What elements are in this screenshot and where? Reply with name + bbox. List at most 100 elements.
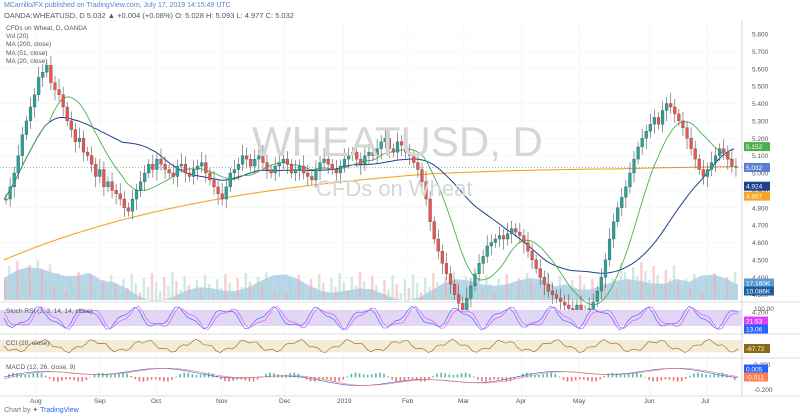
macd-histogram-bar: [587, 377, 589, 381]
candle-body: [232, 169, 236, 174]
candle-body: [281, 158, 285, 163]
volume-bar: [207, 284, 211, 300]
macd-histogram-bar: [236, 377, 239, 380]
volume-bar: [493, 293, 496, 300]
ma20-legend[interactable]: MA (20, close): [6, 57, 48, 65]
price-badge-label: 4.924: [746, 184, 763, 191]
macd-histogram-bar: [163, 377, 165, 382]
volume-bar: [705, 278, 708, 300]
volume-bar: [154, 282, 158, 300]
volume-bar: [725, 277, 729, 300]
volume-bar: [538, 277, 541, 300]
candle-body: [134, 190, 139, 200]
macd-tick-label: -0.200: [754, 387, 773, 394]
volume-bar: [419, 292, 423, 300]
macd-histogram-bar: [424, 377, 426, 382]
candle-body: [293, 169, 298, 174]
volume-bar: [603, 283, 606, 300]
macd-histogram-bar: [538, 374, 540, 378]
price-tick-label: 4.300: [752, 292, 769, 299]
candle-body: [400, 141, 404, 146]
price-tick-label: 5.300: [752, 118, 769, 125]
candle-body: [514, 228, 518, 233]
volume-bar: [513, 292, 517, 300]
price-tick-label: 4.900: [752, 188, 769, 195]
macd-histogram-bar: [97, 372, 100, 378]
volume-bar: [383, 280, 386, 300]
ma51-legend[interactable]: MA (51, close): [6, 49, 48, 57]
volume-bar: [293, 289, 296, 300]
candle-body: [224, 186, 228, 200]
candle-body: [130, 198, 135, 212]
candle-body: [550, 290, 555, 295]
volume-bar: [4, 280, 7, 300]
symbol-legend[interactable]: CFDs on Wheat, D, OANDA: [6, 25, 88, 32]
volume-bar: [501, 288, 504, 300]
vol-legend[interactable]: Vol (20): [6, 33, 29, 41]
candle-body: [310, 176, 314, 181]
macd-histogram-bar: [89, 376, 92, 378]
macd-histogram-bar: [599, 377, 601, 380]
candle-body: [722, 148, 726, 153]
volume-bar: [407, 288, 411, 300]
macd-histogram-bar: [122, 372, 124, 378]
macd-histogram-bar: [114, 374, 116, 378]
macd-histogram-bar: [40, 373, 43, 378]
candle-body: [261, 155, 265, 163]
candle-body: [644, 131, 648, 139]
volume-bar: [693, 274, 696, 300]
price-badge: [744, 142, 770, 152]
time-axis-label: May: [573, 398, 586, 405]
candle-body: [69, 120, 73, 130]
volume-bar: [481, 289, 484, 300]
volume-bar: [697, 283, 700, 300]
candle-body: [387, 138, 391, 149]
volume-bar: [16, 261, 19, 300]
ma200-legend[interactable]: MA (200, close): [6, 41, 52, 49]
volume-bar: [12, 275, 15, 300]
candle-body: [607, 238, 612, 261]
volume-bar: [375, 285, 378, 300]
volume-bar: [244, 273, 248, 300]
volume-bar: [399, 293, 402, 300]
macd-histogram-bar: [603, 375, 606, 378]
volume-bar: [534, 291, 537, 300]
volume-bar: [403, 279, 407, 300]
candle-body: [501, 235, 506, 240]
price-badge-label: 5.032: [746, 165, 763, 172]
cci-badge: [744, 344, 770, 353]
macd-histogram-bar: [717, 373, 720, 378]
macd-histogram-bar: [623, 374, 626, 378]
tradingview-link[interactable]: TradingView: [40, 407, 79, 414]
candle-body: [620, 197, 624, 208]
candle-body: [693, 148, 697, 160]
volume-bar: [224, 274, 227, 300]
volume-bar: [444, 277, 447, 300]
candle-body: [306, 172, 310, 177]
macd-histogram-bar: [338, 377, 340, 382]
volume-bar: [428, 287, 431, 300]
macd-histogram-bar: [501, 377, 504, 381]
candle-body: [453, 284, 457, 295]
footer: Chart by ✦ TradingView: [4, 407, 79, 414]
candle-body: [567, 304, 571, 309]
candle-body: [534, 259, 538, 269]
volume-badge-label: 17.160K: [746, 281, 771, 288]
candle-body: [208, 172, 212, 181]
candle-body: [603, 259, 608, 278]
macd-histogram-bar: [52, 377, 55, 382]
candle-body: [697, 158, 701, 170]
volume-bar: [65, 291, 68, 300]
volume-bar: [489, 284, 492, 300]
candle-body: [379, 141, 383, 149]
candle-body: [563, 301, 567, 306]
macd-histogram-bar: [636, 372, 638, 378]
price-tick-label: 5.700: [752, 49, 769, 56]
macd-histogram-bar: [191, 374, 194, 378]
candle-body: [8, 186, 12, 200]
macd-histogram-bar: [631, 373, 634, 378]
macd-histogram-bar: [142, 377, 145, 382]
candle-body: [616, 207, 620, 222]
candle-body: [701, 169, 705, 177]
